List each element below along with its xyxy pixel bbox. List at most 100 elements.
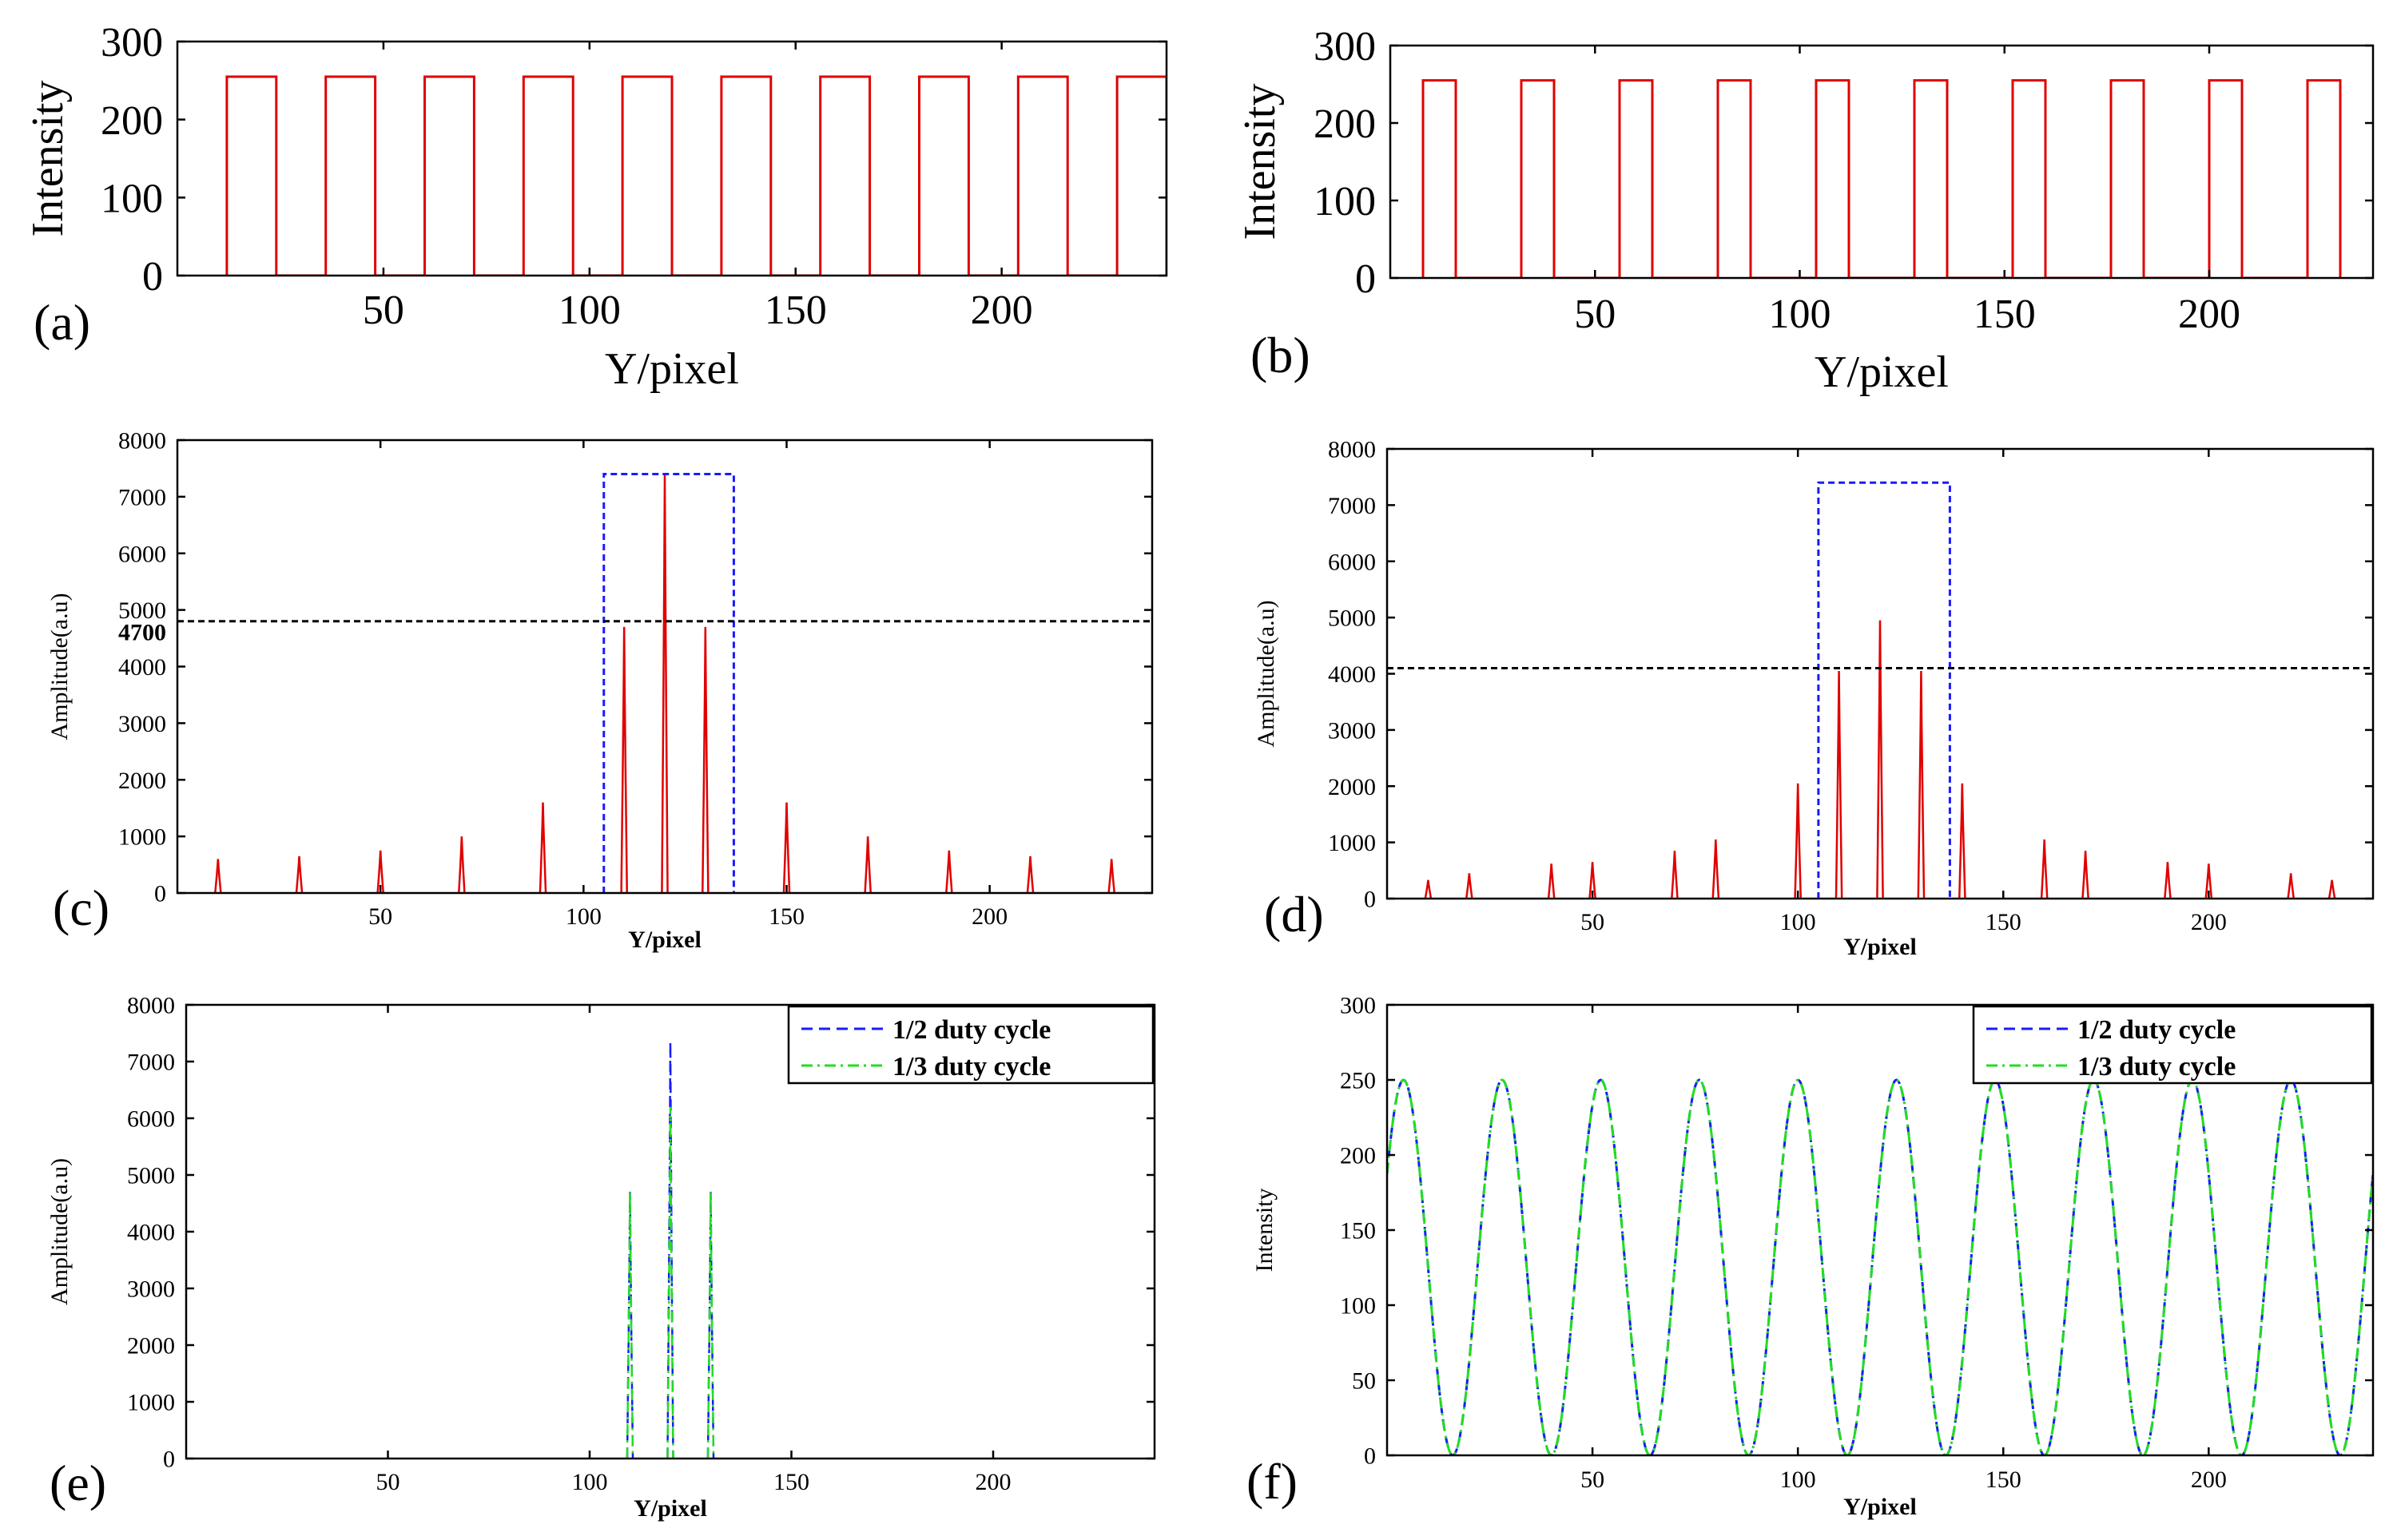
panel-e-filtered-spectrum: 50 100 150 20001000200030004000500060007000… — [46, 993, 1156, 1522]
y-tick-label-d: 7000 — [1328, 493, 1376, 519]
plot-area-d — [1387, 481, 2373, 899]
axes-frame-b — [1389, 44, 2375, 280]
x-tick-label-e: 200 — [976, 1469, 1012, 1495]
y-tick-label-e: 4000 — [127, 1220, 175, 1246]
y-tick-label-e: 6000 — [127, 1106, 175, 1133]
x-tick-label-c: 50 — [368, 903, 392, 930]
series-line-a — [225, 75, 1167, 276]
y-tick-label-c: 0 — [154, 881, 166, 907]
y-axis-label-d: Amplitude(a.u) — [1253, 600, 1279, 747]
x-tick-label-d: 150 — [1986, 909, 2021, 935]
peak-c-0-0 — [214, 859, 222, 893]
x-tick-label-d: 100 — [1780, 909, 1816, 935]
x-tick-label-c: 150 — [769, 903, 805, 930]
y-tick-label-c: 7000 — [118, 484, 166, 510]
peak-e-0-2 — [706, 1192, 715, 1459]
x-tick-label-b: 200 — [2178, 292, 2240, 337]
x-tick-label-d: 50 — [1580, 909, 1604, 935]
legend-entry-e-1: 1/3 duty cycle — [892, 1052, 1051, 1082]
peak-c-0-12 — [1107, 859, 1115, 893]
panel-b-intensity-third-duty: 50 100 150 200 0 100 200 300 Y/pixel Intensity (b) — [1235, 24, 2375, 397]
peak-d-0-14 — [2204, 863, 2213, 899]
peak-d-0-3 — [1588, 862, 1596, 899]
filter-window-c — [602, 473, 735, 893]
peak-d-0-15 — [2287, 873, 2296, 899]
y-tick-label-c: 3000 — [118, 711, 166, 737]
peak-e-1-2 — [706, 1192, 715, 1459]
x-tick-label-e: 50 — [376, 1469, 400, 1495]
peak-d-0-4 — [1671, 851, 1679, 899]
peak-e-0-0 — [626, 1192, 634, 1459]
y-axis-label-e: Amplitude(a.u) — [46, 1158, 73, 1305]
peak-d-0-9 — [1917, 670, 1926, 899]
y-tick-label-c: 4000 — [118, 654, 166, 681]
x-tick-label-b: 100 — [1769, 292, 1831, 337]
y-tick-label-e: 0 — [163, 1447, 175, 1473]
peak-c-0-10 — [945, 850, 953, 893]
panel-d-spectrum-third-duty: 50 100 150 20001000200030004000500060007000… — [1253, 437, 2375, 960]
peak-d-0-1 — [1465, 873, 1473, 899]
y-tick-label-b: 100 — [1314, 179, 1376, 224]
legend-entry-e-0: 1/2 duty cycle — [892, 1015, 1051, 1045]
panel-label-a: (a) — [34, 294, 90, 351]
peak-d-0-2 — [1547, 863, 1556, 899]
series-line-f-0 — [1387, 1078, 2373, 1455]
x-tick-label-f: 100 — [1780, 1467, 1816, 1493]
peak-d-0-10 — [1958, 783, 1966, 899]
panel-label-d: (d) — [1264, 886, 1324, 943]
y-tick-label-f: 250 — [1340, 1068, 1376, 1094]
panel-label-b: (b) — [1250, 327, 1310, 383]
y-axis-label-a: Intensity — [23, 81, 73, 237]
peak-d-0-13 — [2164, 862, 2172, 899]
peak-d-0-16 — [2327, 879, 2336, 899]
x-tick-label-f: 150 — [1986, 1467, 2021, 1493]
y-tick-label-f: 50 — [1352, 1368, 1376, 1395]
peak-d-0-6 — [1794, 783, 1803, 899]
y-tick-label-f: 200 — [1340, 1143, 1376, 1169]
x-axis-label-d: Y/pixel — [1843, 934, 1917, 960]
peak-e-1-1 — [666, 1106, 674, 1459]
x-tick-label-f: 200 — [2191, 1467, 2227, 1493]
y-tick-label-f: 100 — [1340, 1293, 1376, 1320]
plot-area-b — [1421, 79, 2342, 278]
y-tick-label-e: 2000 — [127, 1333, 175, 1359]
peak-c-0-7 — [702, 626, 710, 893]
panel-label-c: (c) — [53, 879, 109, 936]
y-tick-label-e: 1000 — [127, 1390, 175, 1416]
peak-d-0-0 — [1424, 879, 1433, 899]
y-tick-label-d: 4000 — [1328, 661, 1376, 688]
y-tick-label-d: 6000 — [1328, 549, 1376, 575]
x-tick-label-d: 200 — [2191, 909, 2227, 935]
legend-entry-f-1: 1/3 duty cycle — [2077, 1052, 2236, 1082]
plot-area-a — [225, 75, 1167, 276]
x-tick-label-a: 50 — [363, 288, 404, 333]
peak-c-0-6 — [661, 474, 669, 893]
y-tick-label-e: 3000 — [127, 1276, 175, 1303]
x-tick-label-a: 100 — [558, 288, 621, 333]
x-tick-label-f: 50 — [1580, 1467, 1604, 1493]
peak-c-0-2 — [376, 850, 384, 893]
peak-d-0-5 — [1711, 839, 1720, 899]
y-tick-label-b: 200 — [1314, 101, 1376, 147]
x-tick-label-b: 150 — [1974, 292, 2036, 337]
series-line-f-1 — [1387, 1078, 2373, 1455]
x-axis-label-b: Y/pixel — [1815, 347, 1949, 397]
peak-c-0-1 — [295, 855, 304, 893]
peak-c-0-8 — [782, 802, 791, 893]
y-tick-label-c: 5000 — [118, 597, 166, 624]
plot-area-c — [177, 473, 1152, 893]
peak-c-0-5 — [620, 626, 628, 893]
legend-entry-f-0: 1/2 duty cycle — [2077, 1015, 2236, 1045]
legend-e: 1/2 duty cycle 1/3 duty cycle — [787, 1005, 1155, 1085]
y-tick-label-e: 5000 — [127, 1163, 175, 1189]
y-tick-label-b: 300 — [1314, 24, 1376, 69]
y-tick-label-d: 3000 — [1328, 717, 1376, 744]
threshold-value-label-c: 4700 — [118, 619, 166, 645]
x-axis-label-e: Y/pixel — [634, 1495, 707, 1522]
peak-c-0-11 — [1026, 855, 1035, 893]
x-tick-label-c: 100 — [566, 903, 602, 930]
y-tick-label-d: 1000 — [1328, 830, 1376, 856]
legend-box-e — [787, 1005, 1155, 1085]
legend-f: 1/2 duty cycle 1/3 duty cycle — [1972, 1005, 2373, 1085]
